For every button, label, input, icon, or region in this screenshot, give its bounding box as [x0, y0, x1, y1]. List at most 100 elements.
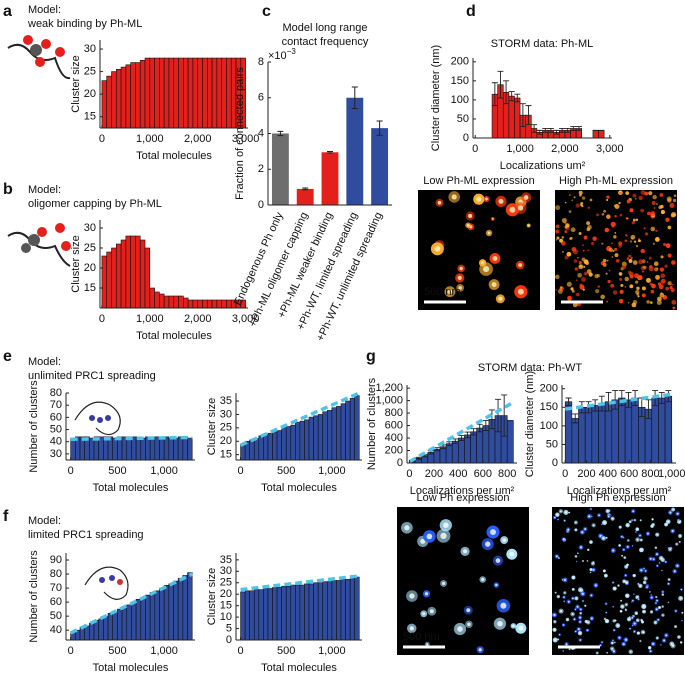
bar: [354, 576, 360, 641]
x-tick-label: 1,000: [150, 465, 178, 477]
y-tick-label: 50: [50, 423, 62, 435]
x-tick-label: 800: [641, 468, 659, 480]
bar: [177, 577, 184, 641]
blob-core: [663, 639, 666, 642]
blob: [614, 231, 617, 234]
blob-core: [631, 519, 633, 521]
blob-core: [601, 523, 603, 525]
blob-core: [564, 520, 566, 522]
error-bar: [570, 126, 577, 131]
blob: [647, 211, 651, 216]
error-bar: [302, 187, 309, 191]
blob: [670, 287, 675, 293]
y-tick-label: 25: [220, 577, 232, 589]
blob: [572, 302, 578, 308]
blob-core: [451, 194, 457, 200]
bar: [106, 251, 112, 309]
y-tick-label: 0: [226, 634, 232, 646]
bar: [182, 436, 188, 461]
error-bar: [351, 86, 358, 109]
blob-core: [603, 521, 606, 524]
y-tick-label: 6: [258, 92, 264, 104]
blob: [657, 296, 662, 302]
blob-core: [587, 549, 589, 551]
error-bar: [658, 391, 665, 405]
y-tick-label: 60: [50, 411, 62, 423]
blob-core: [673, 570, 676, 573]
blob-core: [626, 524, 629, 527]
bar: [371, 128, 389, 205]
x-axis-label: Total molecules: [136, 330, 212, 342]
y-tick-label: 1,000: [375, 395, 403, 407]
blob: [635, 244, 639, 248]
chart-title: Model:: [28, 515, 61, 527]
x-tick-label: 3,000: [232, 313, 260, 325]
blob: [671, 260, 676, 265]
blob-core: [606, 620, 608, 623]
blob-core: [596, 652, 598, 654]
blob-core: [640, 519, 642, 521]
bar: [115, 243, 122, 309]
blob-core: [517, 288, 524, 295]
blob-core: [590, 594, 593, 597]
y-tick-label: 60: [50, 596, 62, 608]
blob-core: [641, 621, 644, 623]
bar: [322, 411, 328, 461]
blob: [585, 261, 589, 266]
bar: [253, 589, 260, 641]
blob: [655, 274, 660, 280]
blob-core: [646, 532, 649, 535]
blob-core: [624, 556, 626, 559]
blob: [619, 289, 624, 294]
blob: [578, 190, 583, 195]
blob-core: [420, 538, 426, 544]
blob: [618, 201, 621, 205]
blob-core: [642, 605, 645, 608]
blob-core: [620, 600, 622, 602]
bar: [317, 582, 324, 641]
bar: [464, 434, 471, 464]
x-axis-label: Total molecules: [93, 482, 169, 494]
bar: [336, 580, 342, 641]
y-tick-label: 15: [220, 449, 232, 461]
blob: [629, 284, 634, 289]
blob-core: [478, 648, 482, 652]
x-tick-label: 200: [425, 468, 443, 480]
y-tick-label: 4: [258, 127, 264, 139]
blob-core: [582, 560, 584, 562]
blob: [610, 283, 615, 288]
error-bar: [464, 431, 471, 439]
blob: [620, 283, 624, 287]
x-tick-label: 2,000: [551, 143, 579, 155]
blob-core: [622, 643, 625, 646]
error-bar: [501, 394, 508, 437]
bar: [313, 415, 319, 461]
blob: [650, 301, 653, 304]
blob-core: [607, 515, 610, 518]
blob-core: [599, 644, 602, 646]
blob-core: [554, 638, 557, 642]
bar: [285, 426, 292, 461]
bar: [226, 299, 232, 309]
blob: [618, 298, 624, 304]
error-bar: [547, 128, 554, 133]
blob-core: [447, 289, 453, 295]
blob-core: [498, 296, 503, 301]
blob-core: [567, 600, 570, 603]
blob-core: [490, 529, 496, 535]
y-tick-label: 20: [84, 262, 96, 274]
blob: [613, 235, 617, 239]
bar: [433, 448, 441, 464]
blob-core: [563, 578, 567, 582]
blob-core: [637, 632, 640, 634]
bar: [281, 585, 287, 641]
blob-core: [573, 618, 576, 621]
blob: [658, 284, 664, 290]
blob: [653, 207, 656, 210]
blob-core: [586, 629, 589, 631]
x-tick-label: 0: [406, 468, 412, 480]
blob: [626, 217, 629, 220]
blob-core: [629, 650, 632, 653]
bar: [154, 436, 160, 461]
blob: [567, 296, 572, 301]
